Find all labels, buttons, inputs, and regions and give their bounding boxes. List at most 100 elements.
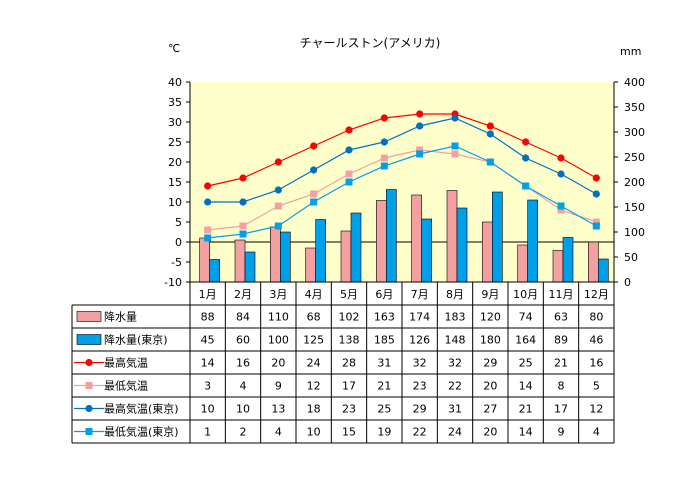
line-point-3 [592,222,600,230]
line-point-3 [522,182,530,190]
line-point-3 [380,162,388,170]
left-axis-tick-label: 25 [168,136,182,149]
bar-precip-tokyo [280,231,291,283]
table-cell-value: 148 [445,334,466,347]
right-axis-tick-label: 250 [624,151,645,164]
table-cell-value: 125 [303,334,324,347]
table-cell-value: 45 [201,334,215,347]
table-cell-value: 88 [201,311,215,324]
table-cell-value: 31 [377,357,391,370]
line-point-2 [522,154,530,162]
table-cell-value: 27 [483,403,497,416]
line-point-1 [557,206,565,214]
table-cell-value: 1 [204,426,211,439]
line-point-2 [486,130,494,138]
table-cell-value: 63 [554,311,568,324]
line-point-2 [451,114,459,122]
line-point-1 [592,218,600,226]
line-point-0 [310,142,318,150]
chart-title: チャールストン(アメリカ) [300,36,441,50]
table-cell-value: 163 [374,311,395,324]
left-axis-tick-label: -5 [171,256,182,269]
table-cell-value: 18 [307,403,321,416]
line-point-3 [310,198,318,206]
legend-marker [85,428,93,435]
legend-label: 降水量 [104,310,137,324]
line-point-0 [274,158,282,166]
line-point-1 [274,202,282,210]
table-cell-value: 126 [409,334,430,347]
table-cell-value: 185 [374,334,395,347]
month-label: 12月 [584,288,609,301]
line-point-2 [345,146,353,154]
left-axis-tick-label: 0 [175,236,182,249]
bar-precip [234,239,246,283]
table-cell-value: 22 [413,426,427,439]
table-cell-value: 32 [413,357,427,370]
table-cell-value: 3 [204,380,211,393]
series-line-0 [207,113,597,187]
table-cell-value: 21 [519,403,533,416]
bar-precip-tokyo [209,259,220,283]
table-cell-value: 110 [268,311,289,324]
bar-precip-tokyo [386,189,397,283]
table-cell-value: 9 [275,380,282,393]
table-cell-value: 17 [342,380,356,393]
table-cell-value: 20 [271,357,285,370]
table-cell-value: 174 [409,311,430,324]
table-cell-value: 180 [480,334,501,347]
table-cell-value: 9 [558,426,565,439]
bar-precip [411,194,422,283]
table-cell-value: 19 [377,426,391,439]
table-cell-value: 21 [377,380,391,393]
right-axis-tick-label: 350 [624,101,645,114]
line-point-0 [557,154,565,162]
line-point-1 [345,170,353,178]
bar-precip [588,241,599,283]
table-cell-value: 14 [201,357,215,370]
bar-precip [376,200,387,283]
month-label: 3月 [269,288,287,301]
table-cell-value: 24 [448,426,462,439]
line-point-3 [345,178,353,186]
bar-precip [446,190,458,283]
right-axis-tick-label: 100 [624,226,645,239]
legend-marker [85,382,93,389]
series-line-2 [207,117,597,203]
line-point-2 [380,138,388,146]
left-axis-tick-label: 5 [175,216,182,229]
table-cell-value: 74 [519,311,533,324]
bar-precip-tokyo [315,219,326,283]
line-point-2 [557,170,565,178]
legend-label: 最低気温(東京) [104,425,179,439]
month-label: 11月 [549,288,574,301]
bar-precip [482,221,493,283]
table-cell-value: 4 [275,426,282,439]
line-point-3 [274,222,282,230]
line-point-1 [380,154,388,162]
line-point-0 [416,110,424,118]
line-point-2 [310,166,318,174]
month-label: 10月 [513,288,538,301]
line-point-1 [204,226,212,234]
table-cell-value: 80 [589,311,603,324]
table-cell-value: 28 [342,357,356,370]
table-cell-value: 32 [448,357,462,370]
table-cell-value: 138 [339,334,360,347]
table-cell-value: 21 [554,357,568,370]
legend-label: 最低気温 [104,379,148,393]
month-label: 9月 [481,288,499,301]
right-axis-tick-label: 150 [624,201,645,214]
table-cell-value: 14 [519,426,533,439]
line-point-2 [592,190,600,198]
line-point-1 [310,190,318,198]
line-point-0 [522,138,530,146]
bar-precip [552,250,564,283]
table-cell-value: 4 [593,426,600,439]
left-axis-tick-label: 35 [168,96,182,109]
bar-precip-tokyo [598,258,609,283]
table-cell-value: 183 [445,311,466,324]
month-label: 2月 [234,288,252,301]
table-cell-value: 84 [236,311,250,324]
bar-precip [305,247,316,283]
